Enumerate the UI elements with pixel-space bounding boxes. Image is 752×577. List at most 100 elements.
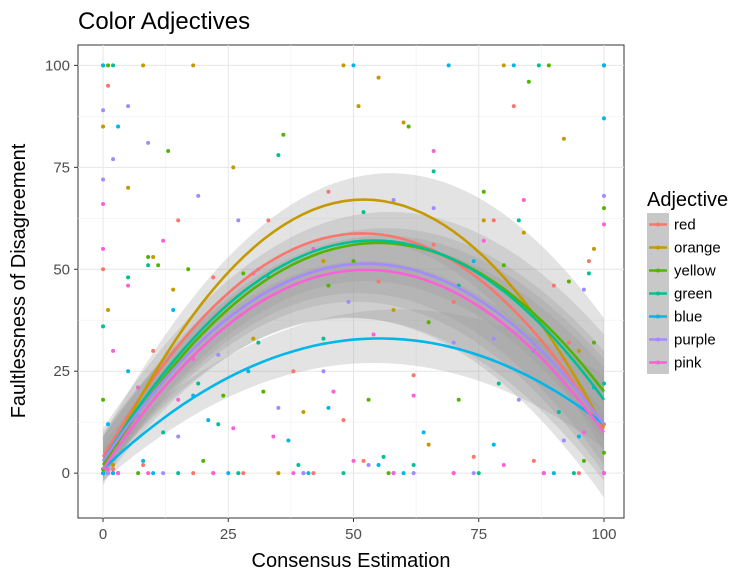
point-yellow <box>526 79 531 84</box>
point-green <box>586 271 591 276</box>
point-pink <box>411 393 416 398</box>
y-axis-title: Faultlessness of Disagreement <box>8 143 30 418</box>
point-orange <box>401 120 406 125</box>
point-orange <box>376 75 381 80</box>
point-pink <box>581 430 586 435</box>
point-pink <box>271 434 276 439</box>
point-purple <box>516 397 521 402</box>
point-orange <box>111 462 116 467</box>
point-blue <box>511 63 516 68</box>
point-yellow <box>366 397 371 402</box>
point-blue <box>421 430 426 435</box>
point-green <box>256 340 261 345</box>
fit-line-pink <box>101 268 606 470</box>
point-blue <box>491 442 496 447</box>
legend-dot-yellow <box>656 268 660 273</box>
point-blue <box>306 471 311 476</box>
point-blue <box>116 124 121 129</box>
point-blue <box>286 438 291 443</box>
point-green <box>601 381 606 386</box>
grid <box>78 45 624 518</box>
y-tick-label: 50 <box>53 261 70 278</box>
point-yellow <box>106 63 111 68</box>
point-orange <box>276 471 281 476</box>
point-purple <box>491 336 496 341</box>
point-pink <box>601 471 606 476</box>
point-red <box>431 242 436 247</box>
point-orange <box>171 287 176 292</box>
point-pink <box>391 471 396 476</box>
point-pink <box>371 332 376 337</box>
point-yellow <box>136 471 141 476</box>
point-orange <box>126 185 131 190</box>
point-red <box>586 259 591 264</box>
point-red <box>576 471 581 476</box>
point-red <box>361 458 366 463</box>
point-orange <box>426 442 431 447</box>
scatter-points <box>101 63 606 476</box>
point-red <box>151 348 156 353</box>
point-pink <box>106 467 111 472</box>
point-red <box>311 471 316 476</box>
point-pink <box>451 471 456 476</box>
point-yellow <box>601 450 606 455</box>
point-orange <box>321 259 326 264</box>
fit-lines <box>101 198 606 471</box>
point-red <box>471 454 476 459</box>
point-purple <box>126 104 131 109</box>
point-blue <box>601 63 606 68</box>
point-blue <box>151 471 156 476</box>
point-purple <box>346 299 351 304</box>
point-red <box>451 299 456 304</box>
point-green <box>431 169 436 174</box>
point-green <box>361 210 366 215</box>
y-tick-label: 25 <box>53 363 70 380</box>
point-purple <box>161 471 166 476</box>
point-purple <box>321 369 326 374</box>
point-pink <box>521 197 526 202</box>
point-green <box>381 454 386 459</box>
point-red <box>341 418 346 423</box>
legend-label-purple: purple <box>674 332 716 349</box>
point-yellow <box>261 389 266 394</box>
point-green <box>196 381 201 386</box>
point-pink <box>601 222 606 227</box>
point-purple <box>391 197 396 202</box>
point-yellow <box>501 263 506 268</box>
legend-dot-red <box>656 222 660 227</box>
point-green <box>216 422 221 427</box>
point-red <box>101 267 106 272</box>
point-pink <box>351 458 356 463</box>
point-yellow <box>456 397 461 402</box>
point-purple <box>451 340 456 345</box>
point-red <box>106 83 111 88</box>
point-purple <box>601 193 606 198</box>
legend-dot-orange <box>656 245 660 250</box>
legend-dot-blue <box>656 314 660 319</box>
point-purple <box>301 471 306 476</box>
plot-panel <box>77 44 625 519</box>
fit-line-yellow <box>101 241 606 466</box>
point-green <box>411 462 416 467</box>
point-orange <box>481 218 486 223</box>
point-pink <box>101 202 106 207</box>
point-blue <box>446 63 451 68</box>
point-pink <box>111 348 116 353</box>
point-yellow <box>581 458 586 463</box>
point-orange <box>341 63 346 68</box>
x-tick-label: 100 <box>591 526 616 543</box>
point-blue <box>111 471 116 476</box>
band-pink <box>103 261 604 498</box>
point-pink <box>176 397 181 402</box>
point-blue <box>576 434 581 439</box>
point-green <box>341 471 346 476</box>
fit-line-red <box>101 232 606 458</box>
point-yellow <box>326 283 331 288</box>
point-green <box>236 471 241 476</box>
point-blue <box>101 63 106 68</box>
chart-title: Color Adjectives <box>78 8 250 35</box>
point-green <box>321 336 326 341</box>
point-yellow <box>426 320 431 325</box>
point-red <box>191 471 196 476</box>
legend-label-orange: orange <box>674 240 721 257</box>
